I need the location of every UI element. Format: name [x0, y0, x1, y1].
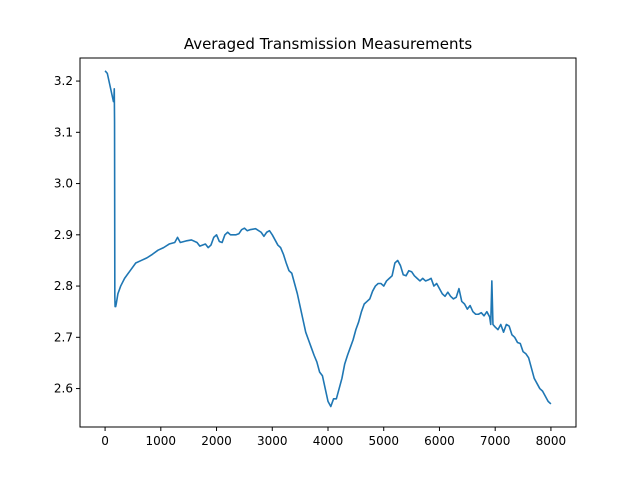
- x-axis: 0 1000 2000 3000 4000 5000 6000 7000 8000: [101, 427, 566, 448]
- x-tick-label: 3000: [257, 434, 288, 448]
- y-tick-label: 3.2: [54, 74, 73, 88]
- x-tick-label: 7000: [480, 434, 511, 448]
- y-tick-label: 2.8: [54, 279, 73, 293]
- y-tick-label: 3.1: [54, 125, 73, 139]
- x-tick-label: 6000: [424, 434, 455, 448]
- plot-frame: [79, 57, 577, 428]
- x-tick-label: 4000: [313, 434, 344, 448]
- x-tick-label: 1000: [146, 434, 177, 448]
- y-axis: 2.6 2.7 2.8 2.9 3.0 3.1 3.2: [54, 74, 80, 396]
- y-tick-label: 2.6: [54, 382, 73, 396]
- y-tick-label: 2.9: [54, 228, 73, 242]
- chart-title: Averaged Transmission Measurements: [184, 35, 473, 53]
- y-tick-label: 2.7: [54, 330, 73, 344]
- x-tick-label: 0: [101, 434, 109, 448]
- x-tick-label: 8000: [536, 434, 567, 448]
- x-tick-label: 2000: [201, 434, 232, 448]
- x-tick-label: 5000: [368, 434, 399, 448]
- y-tick-label: 3.0: [54, 177, 73, 191]
- plot-area: [104, 70, 552, 408]
- series-line: [104, 70, 552, 408]
